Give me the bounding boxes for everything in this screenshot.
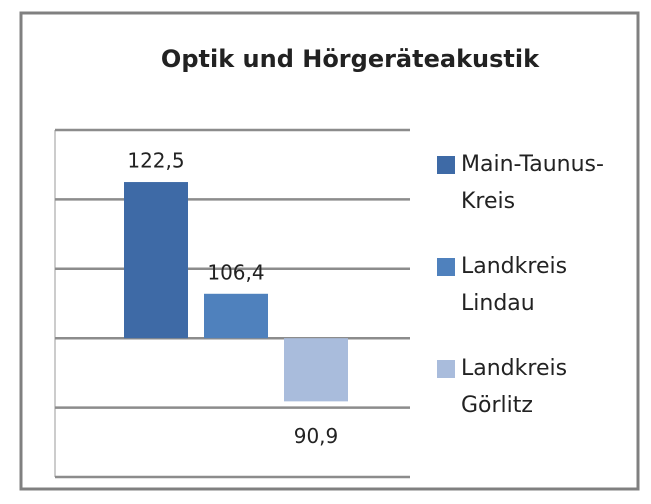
value-label: 122,5 bbox=[127, 149, 184, 173]
chart-title: Optik und Hörgeräteakustik bbox=[161, 45, 540, 73]
value-label: 90,9 bbox=[294, 424, 339, 448]
legend-label: Landkreis Görlitz bbox=[461, 356, 568, 418]
legend-label: Main-Taunus-Kreis bbox=[461, 152, 604, 214]
legend-swatch bbox=[437, 258, 455, 276]
legend-swatch bbox=[437, 360, 455, 378]
legend-swatch bbox=[437, 156, 455, 174]
bar bbox=[284, 338, 348, 402]
legend-item: Landkreis Görlitz bbox=[437, 350, 637, 424]
bar bbox=[204, 293, 268, 339]
value-label: 106,4 bbox=[207, 260, 264, 284]
frame bbox=[19, 11, 640, 491]
legend: Main-Taunus-Kreis Landkreis Lindau Landkre… bbox=[437, 146, 637, 452]
bar bbox=[124, 182, 188, 339]
legend-item: Main-Taunus-Kreis bbox=[437, 146, 637, 220]
legend-label: Landkreis Lindau bbox=[461, 254, 568, 316]
legend-item: Landkreis Lindau bbox=[437, 248, 637, 322]
